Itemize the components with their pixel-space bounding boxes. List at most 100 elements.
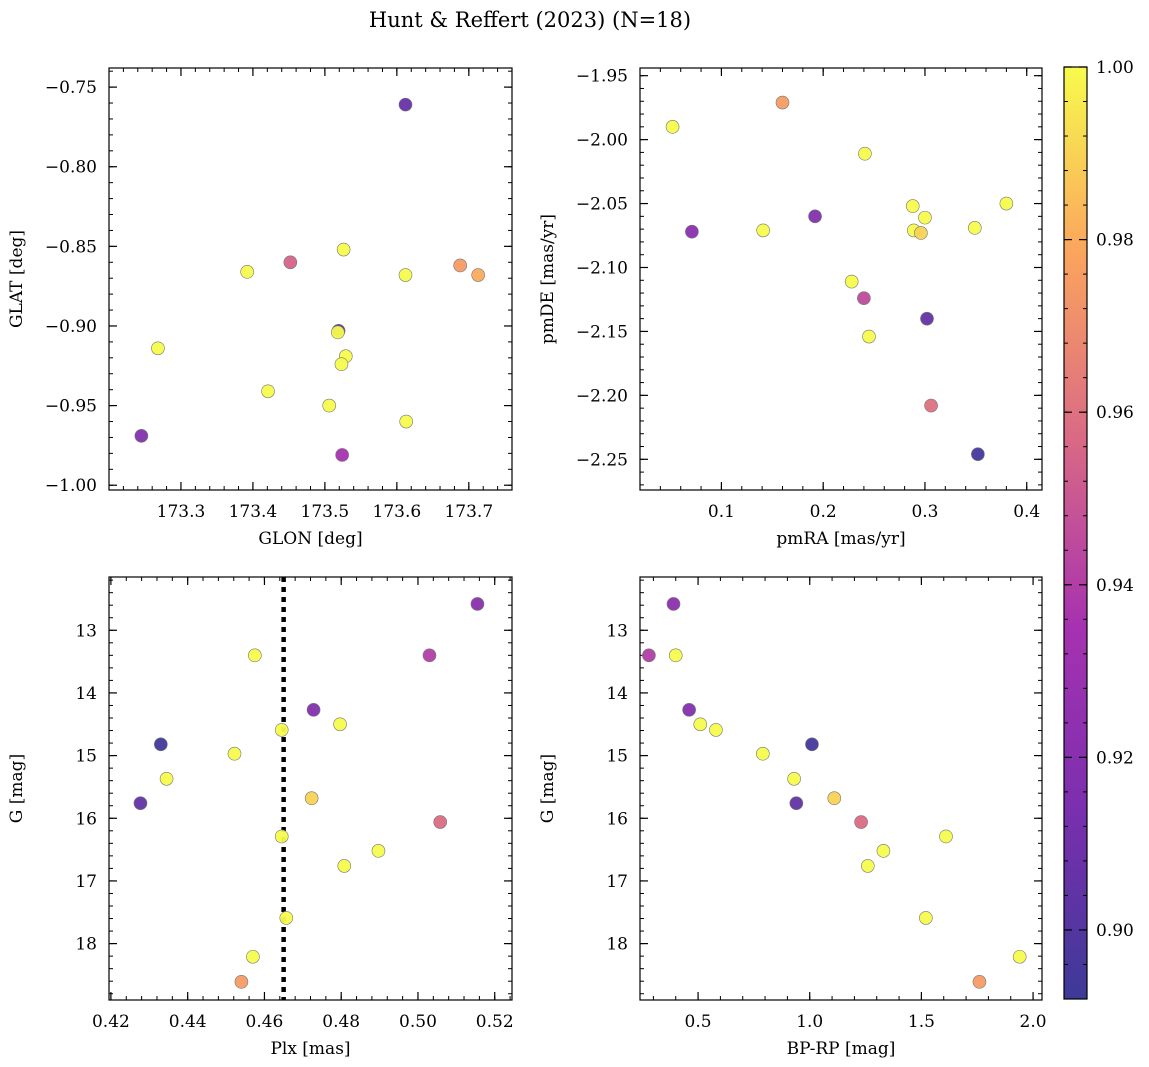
data-point — [971, 447, 985, 461]
data-point — [860, 859, 875, 873]
y-tick-label: 13 — [606, 621, 628, 641]
data-point — [159, 771, 174, 786]
y-tick-label: 18 — [75, 935, 97, 955]
colorbar-tick-label: 0.94 — [1096, 576, 1134, 596]
colorbar-gradient — [1063, 66, 1088, 1000]
x-tick-label: 2.0 — [1020, 1012, 1047, 1032]
panel-pmra-pmde: 0.1 0.2 0.3 0.4 −1.95 −2.00 −2.05 −2.10 −2.15 −2.… — [538, 67, 1043, 549]
data-point — [398, 97, 413, 112]
panel-glon-glat: 173.3 173.4 173.5 173.6 173.7 −0.75 −0.80 −0.85… — [7, 67, 513, 549]
data-point — [1012, 949, 1027, 964]
data-point — [399, 414, 414, 429]
axes-frame — [108, 576, 513, 1001]
data-point — [924, 398, 938, 413]
data-point — [999, 196, 1014, 211]
colorbar-tick-label: 1.00 — [1096, 58, 1134, 78]
data-point — [668, 648, 683, 663]
data-point — [234, 975, 249, 989]
y-tick-label: −0.90 — [45, 317, 97, 337]
data-point — [246, 949, 260, 964]
data-point — [666, 597, 681, 611]
data-point — [682, 703, 696, 717]
data-point — [827, 791, 842, 806]
data-point — [453, 258, 467, 273]
data-point — [775, 95, 790, 110]
axes-frame — [108, 67, 513, 491]
y-tick-label: −2.25 — [576, 450, 628, 470]
data-point — [274, 829, 289, 844]
y-tick-label: −2.15 — [576, 322, 628, 342]
data-point — [642, 648, 656, 663]
x-axis-label: pmRA [mas/yr] — [776, 529, 905, 549]
y-tick-label: 13 — [75, 621, 97, 641]
x-tick-label: 0.42 — [92, 1012, 130, 1032]
y-tick-label: 14 — [75, 684, 97, 704]
y-tick-label: −0.75 — [45, 78, 97, 98]
y-axis-label: G [mag] — [7, 754, 27, 823]
data-point — [333, 717, 347, 732]
y-tick-label: −2.20 — [576, 386, 628, 406]
y-tick-label: −2.10 — [576, 258, 628, 278]
data-point — [306, 703, 321, 717]
data-point — [918, 210, 932, 225]
y-tick-label: 17 — [606, 872, 628, 892]
x-tick-label: 173.6 — [373, 502, 422, 522]
data-point — [470, 597, 485, 611]
data-point — [227, 746, 242, 761]
data-point — [334, 357, 349, 371]
data-point — [433, 815, 448, 829]
data-point — [283, 255, 298, 270]
data-point — [261, 384, 275, 399]
y-tick-label: 15 — [606, 747, 628, 767]
y-tick-label: 18 — [606, 935, 628, 955]
data-point — [322, 398, 337, 413]
data-point — [858, 146, 872, 161]
x-tick-label: 173.4 — [229, 502, 278, 522]
x-tick-label: 0.4 — [1013, 502, 1040, 522]
x-tick-label: 0.46 — [246, 1012, 284, 1032]
colorbar-tick-label: 0.96 — [1096, 403, 1134, 423]
y-axis-label: G [mag] — [538, 754, 558, 823]
data-point — [133, 796, 148, 811]
axes-frame — [639, 67, 1043, 491]
y-tick-label: 16 — [75, 809, 97, 829]
axes-frame — [639, 576, 1043, 1001]
x-tick-label: 0.1 — [708, 502, 735, 522]
x-tick-label: 0.2 — [810, 502, 837, 522]
data-point — [665, 120, 680, 134]
data-point — [134, 429, 149, 443]
x-tick-label: 1.5 — [908, 1012, 935, 1032]
y-tick-label: −1.00 — [45, 476, 97, 496]
data-point — [905, 199, 920, 213]
data-point — [808, 209, 822, 224]
panel-bprp-g: 0.5 1.0 1.5 2.0 13 14 15 16 17 18 BP-RP [mag] G [ma… — [538, 576, 1047, 1059]
data-point — [471, 268, 485, 282]
data-point — [693, 717, 708, 732]
data-point — [968, 221, 982, 235]
data-point — [756, 746, 770, 761]
data-point — [240, 265, 254, 279]
y-tick-label: 17 — [75, 872, 97, 892]
x-tick-label: 0.3 — [911, 502, 938, 522]
data-point — [336, 242, 351, 257]
data-point — [398, 268, 413, 282]
data-point — [972, 975, 987, 989]
y-tick-label: −0.95 — [45, 397, 97, 417]
x-tick-label: 173.3 — [157, 502, 206, 522]
x-tick-label: 0.48 — [322, 1012, 360, 1032]
data-point — [787, 771, 801, 786]
x-tick-label: 173.7 — [444, 502, 493, 522]
x-axis-label: Plx [mas] — [270, 1039, 350, 1059]
data-point — [154, 737, 168, 752]
data-point — [805, 737, 819, 752]
x-axis-label: BP-RP [mag] — [787, 1039, 896, 1059]
data-point — [939, 829, 953, 844]
data-point — [335, 448, 349, 462]
x-axis-label: GLON [deg] — [258, 529, 362, 549]
x-tick-label: 173.5 — [301, 502, 350, 522]
y-tick-label: 15 — [75, 747, 97, 767]
data-point — [371, 844, 386, 858]
colorbar: 0.90 0.92 0.94 0.96 0.98 1.00 — [1063, 58, 1134, 1000]
data-point — [919, 911, 933, 925]
x-tick-label: 1.0 — [796, 1012, 823, 1032]
